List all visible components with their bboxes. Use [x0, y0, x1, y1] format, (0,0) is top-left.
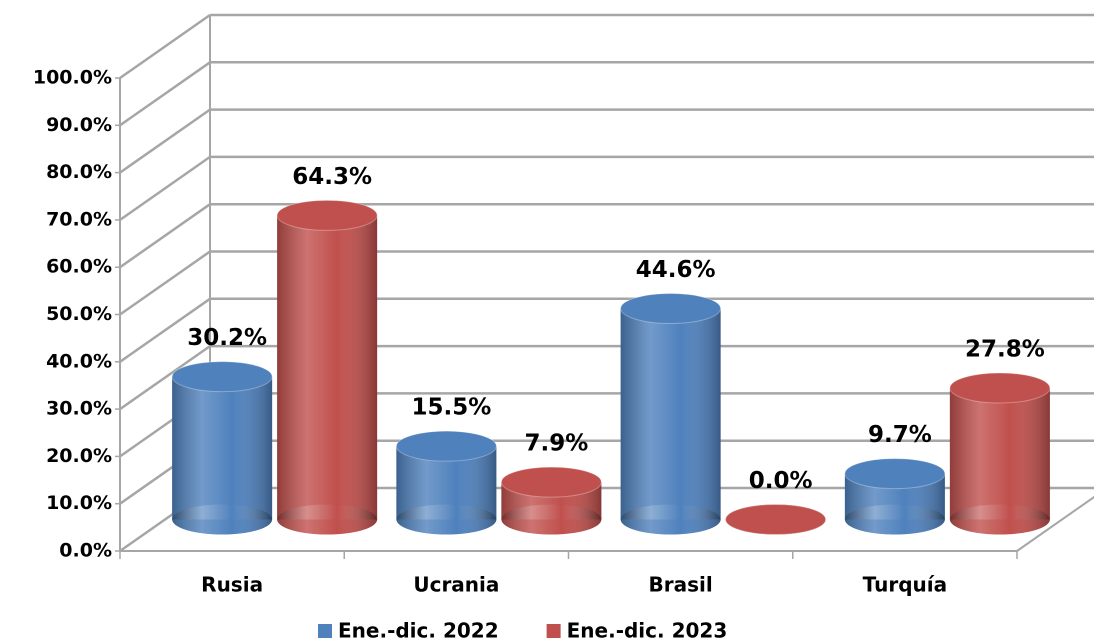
y-tick-label: 80.0% [46, 161, 112, 183]
data-label: 27.8% [965, 337, 1045, 363]
bar-shade [172, 376, 273, 520]
grid-line [119, 108, 211, 174]
grid-line [119, 345, 211, 411]
data-label: 9.7% [868, 422, 932, 448]
y-tick-label: 40.0% [46, 350, 112, 372]
bar-base-shade [844, 504, 945, 535]
bar-base-shade [277, 504, 378, 535]
bar-top [276, 199, 378, 231]
bar-top [171, 361, 273, 393]
data-label: 30.2% [187, 325, 267, 351]
y-tick-label: 90.0% [46, 114, 112, 136]
legend-swatch [546, 624, 561, 638]
x-tick-label: Turquía [863, 573, 947, 597]
grid-line [119, 61, 211, 127]
legend-label: Ene.-dic. 2022 [338, 619, 499, 641]
legend-swatch [318, 624, 332, 638]
bar-top [949, 372, 1051, 404]
x-tick-label: Rusia [201, 573, 263, 597]
cylinder [171, 361, 273, 535]
data-label: 0.0% [749, 468, 813, 494]
data-label: 15.5% [411, 395, 491, 421]
bar-shade [277, 215, 378, 520]
y-tick-label: 100.0% [33, 67, 112, 89]
y-tick-label: 70.0% [46, 208, 112, 230]
data-label: 7.9% [524, 431, 588, 457]
grid-line [119, 155, 211, 221]
x-tick-label: Ucrania [413, 573, 499, 597]
y-tick-label: 0.0% [59, 540, 112, 562]
bar-top [725, 504, 827, 535]
cylinder [949, 372, 1051, 535]
cylinder [395, 430, 497, 535]
cylinder [725, 504, 827, 535]
data-label: 44.6% [636, 257, 716, 283]
grid-line [119, 297, 211, 363]
bar-base-shade [396, 504, 497, 535]
bar-base-shade [620, 504, 721, 535]
floor-edge [1016, 495, 1094, 552]
cylinder [620, 293, 722, 535]
y-tick-label: 30.0% [46, 398, 112, 420]
bar-shade [949, 388, 1050, 520]
y-tick-label: 10.0% [46, 492, 112, 514]
data-label: 64.3% [292, 164, 372, 190]
bar-base-shade [501, 504, 602, 535]
cylinder [844, 458, 946, 535]
grid-line [119, 13, 211, 80]
grid-line [119, 250, 211, 316]
bar-base-shade [949, 504, 1050, 535]
y-tick-label: 50.0% [46, 303, 112, 325]
bar-base-shade [172, 504, 273, 535]
legend-label: Ene.-dic. 2023 [567, 619, 728, 641]
cylinder [500, 466, 602, 535]
y-tick-label: 20.0% [46, 445, 112, 467]
bar-top [620, 293, 722, 325]
grid-line [119, 203, 211, 269]
bar-shade [620, 308, 721, 520]
bar-top [395, 430, 497, 462]
bar-top [844, 458, 946, 490]
x-tick-label: Brasil [649, 573, 713, 597]
y-tick-label: 60.0% [46, 256, 112, 278]
bar-top [500, 466, 602, 498]
cylinder [276, 199, 378, 535]
